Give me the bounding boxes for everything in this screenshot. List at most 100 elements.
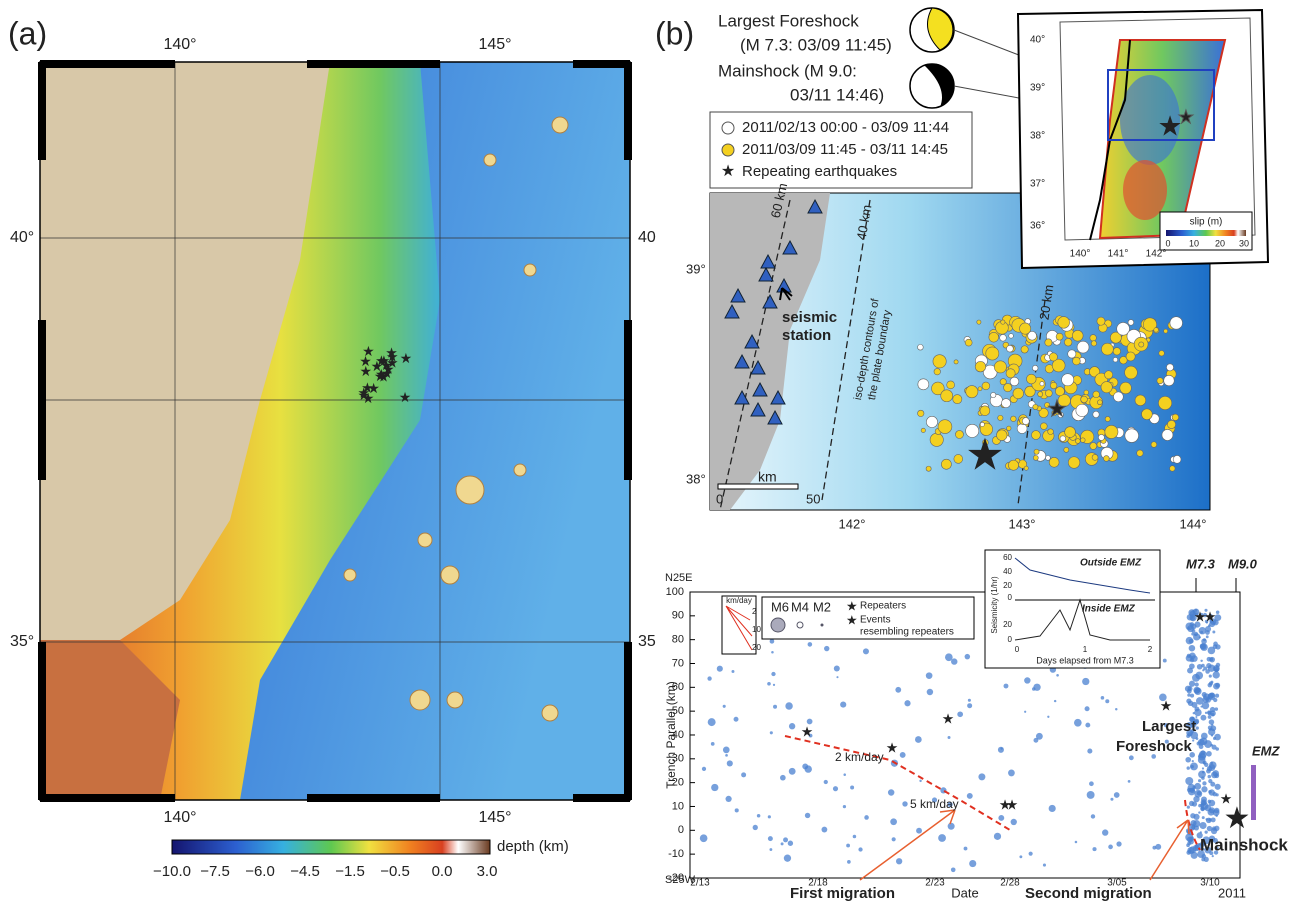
label: Outside EMZ [1080,558,1142,569]
event [1197,664,1203,670]
figure: (a) (b) ★★★★★★★★★★★★★★★★★★★★★★ 140° 145°… [0,0,1308,902]
event [1200,660,1202,662]
event [1110,798,1113,801]
frame-bar [624,642,632,800]
event [1198,755,1201,758]
label: 90 [672,610,684,622]
event [1213,698,1217,702]
label: 100 [666,586,684,598]
quake [953,395,962,404]
event [1198,811,1200,813]
quake [1000,379,1006,385]
frame-bar [38,62,46,160]
frame-bar [624,62,632,160]
quake [1135,395,1146,406]
event [847,860,851,864]
event [1049,805,1056,812]
event [707,676,711,680]
foreshock-star: ★ [1047,396,1067,421]
lon-tick: 143° [1009,516,1036,531]
event [1187,654,1191,658]
frame-bar [40,794,175,802]
event [1211,713,1214,716]
event [1116,841,1121,846]
svg-text:★: ★ [1160,698,1173,714]
event [1024,677,1030,683]
quake [926,466,931,471]
event [998,815,1004,821]
event [1089,781,1094,786]
label: 2011 [1218,885,1246,900]
quake [1125,366,1138,379]
quake [1062,374,1074,386]
event [783,837,788,842]
quake [930,433,943,446]
event [846,844,850,848]
lon-tick: 145° [478,809,511,826]
quake [941,459,951,469]
panel-label: (a) [8,15,47,51]
event [1213,737,1216,740]
quake [918,344,924,350]
label: Mainshock [1200,835,1288,854]
quake [982,382,990,390]
event [1209,657,1213,661]
label: M9.0 [1228,556,1258,571]
event [1215,814,1217,816]
event [1211,725,1217,731]
quake [1073,357,1081,365]
quake [1048,429,1054,435]
event [1206,751,1212,757]
event [900,752,906,758]
event [1196,737,1199,740]
label: 0 [1008,635,1013,644]
scale-tick: 0 [716,491,723,506]
quake [1058,317,1070,329]
event [895,687,901,693]
event [780,775,786,781]
event [834,665,840,671]
event [771,672,775,676]
label: M6 [771,599,789,614]
event [708,718,716,726]
legend-symbol [722,144,734,156]
event [1047,716,1049,718]
svg-text:★: ★ [886,740,899,756]
event [1201,801,1206,806]
frame-bar [40,60,175,68]
quake [1009,334,1014,339]
quake [1173,455,1181,463]
event [1114,792,1120,798]
event [1202,669,1204,671]
quake [1098,434,1104,440]
event [771,651,774,654]
label: 60 [1003,553,1012,562]
event [1199,822,1206,829]
quake [1008,460,1018,470]
event [1208,715,1212,719]
event [1189,663,1195,669]
event [1201,715,1207,721]
quake [1045,456,1050,461]
event [1198,779,1201,782]
event [789,723,795,729]
quake [1077,341,1089,353]
event [840,702,846,708]
legend-entry: 2011/02/13 00:00 - 03/09 11:44 [742,119,949,136]
event [1207,710,1211,714]
event [1212,792,1216,796]
event [1213,642,1218,647]
quake [1072,330,1083,341]
event [926,672,933,679]
star: ★ [399,389,412,405]
quake [1139,342,1144,347]
label: km/day [726,596,752,605]
event [1205,831,1208,834]
label: 37° [1030,179,1045,190]
event [773,684,775,686]
event [1200,643,1207,650]
quake [1090,442,1097,449]
label: 5 km/day [910,797,959,811]
event [717,666,723,672]
quake [1050,382,1057,389]
